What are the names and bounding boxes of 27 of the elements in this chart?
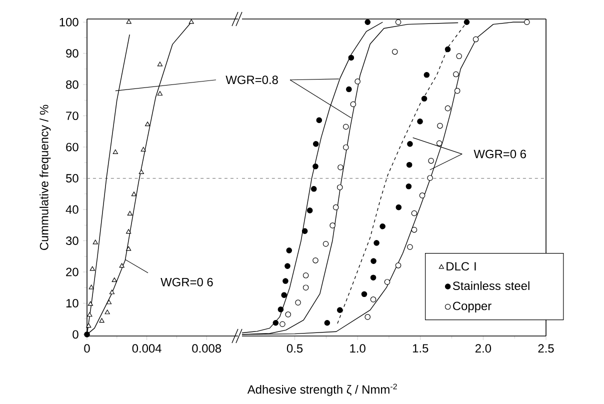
x-tick-label: 0.008 [192,344,222,353]
x-tick-label: 1.0 [350,344,366,353]
legend-label: DLC I [446,262,476,271]
y-tick-label: 40 [66,205,78,214]
legend-label: Stainless steel [452,281,530,290]
y-tick-label: 20 [66,268,78,276]
x-tick-label: 1.5 [412,344,428,353]
annotation: WGR=0 6 [474,150,526,158]
x-tick-label: 0.5 [286,344,303,353]
x-tick-label: 2.5 [538,344,554,353]
x-tick-label: 2.0 [475,344,492,353]
x-axis-title: Adhesive strength ζ / Nmm$^{-2}$ [247,384,397,396]
y-tick-label: 30 [66,236,78,245]
legend-label: Copper [453,302,492,313]
y-axis-title: Cummulative frequency / % [40,104,51,250]
annotation: WGR=0 6 [160,278,213,286]
x-tick-label: 0.004 [132,344,162,353]
y-tick-label: 10 [66,298,78,308]
y-tick-label: 70 [66,112,78,120]
y-tick-label: 100 [60,18,78,26]
x-tick-label: 0 [84,344,90,353]
y-tick-label: 0 [72,330,78,339]
annotation: WGR=0.8 [226,76,278,84]
y-tick-label: 90 [66,49,78,58]
y-tick-label: 50 [66,174,78,183]
y-tick-label: 60 [66,142,78,152]
y-tick-label: 80 [66,80,78,89]
